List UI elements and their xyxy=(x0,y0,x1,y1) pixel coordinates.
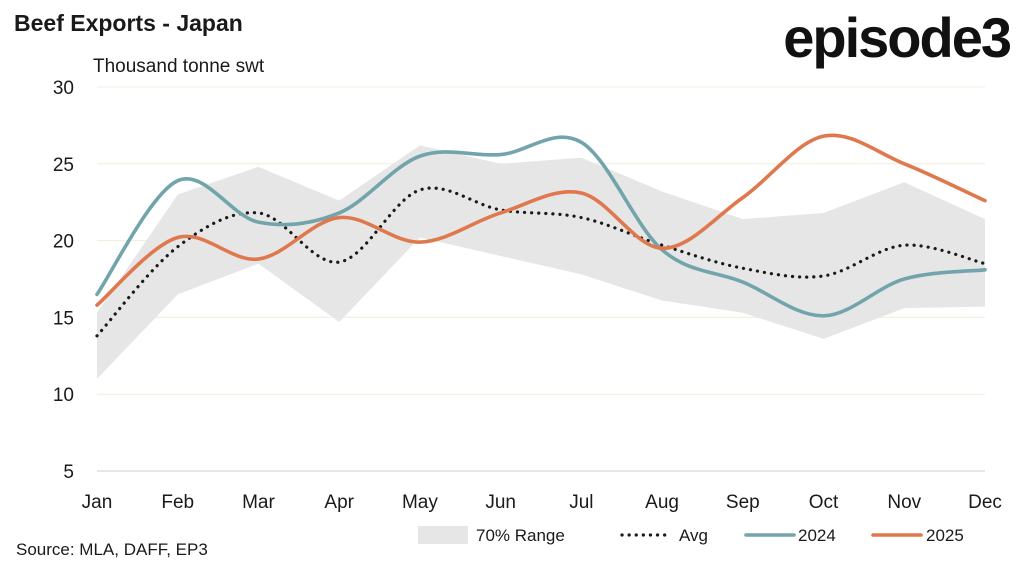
x-tick-label: Aug xyxy=(645,492,679,513)
x-tick-label: Jun xyxy=(485,492,516,513)
y-tick-label: 10 xyxy=(53,385,74,406)
legend-label-2025: 2025 xyxy=(926,526,964,545)
y-tick-label: 30 xyxy=(53,78,74,99)
series-lines xyxy=(95,133,987,338)
x-tick-label: May xyxy=(402,492,438,513)
y-axis-ticks: 5 10 15 20 25 30 xyxy=(53,78,74,483)
x-tick-label: Jan xyxy=(82,492,113,513)
legend-swatch-range xyxy=(418,526,468,544)
x-tick-label: Dec xyxy=(968,492,1002,513)
y-axis-unit-label: Thousand tonne swt xyxy=(93,56,265,77)
range-area xyxy=(97,145,985,379)
legend: 70% Range Avg 2024 2025 xyxy=(418,526,964,545)
y-tick-label: 20 xyxy=(53,232,74,253)
x-tick-label: Jul xyxy=(569,492,593,513)
x-tick-label: Oct xyxy=(809,492,839,513)
brand-logo: episode3 xyxy=(783,6,1012,69)
y-tick-label: 15 xyxy=(53,308,74,329)
series-line-2024 xyxy=(95,135,987,318)
legend-label-avg: Avg xyxy=(679,526,708,545)
x-tick-label: Feb xyxy=(161,492,194,513)
y-tick-label: 5 xyxy=(63,462,74,483)
range-band xyxy=(97,145,985,379)
y-tick-label: 25 xyxy=(53,155,74,176)
legend-label-2024: 2024 xyxy=(798,526,836,545)
x-tick-label: Mar xyxy=(242,492,275,513)
x-tick-label: Sep xyxy=(726,492,760,513)
x-tick-label: Nov xyxy=(887,492,921,513)
source-note: Source: MLA, DAFF, EP3 xyxy=(16,540,208,559)
x-tick-label: Apr xyxy=(324,492,354,513)
series-line-2025 xyxy=(95,133,987,307)
chart-title: Beef Exports - Japan xyxy=(14,10,243,36)
x-axis-ticks: Jan Feb Mar Apr May Jun Jul Aug Sep Oct Nov Dec xyxy=(82,492,1002,513)
legend-label-range: 70% Range xyxy=(476,526,565,545)
